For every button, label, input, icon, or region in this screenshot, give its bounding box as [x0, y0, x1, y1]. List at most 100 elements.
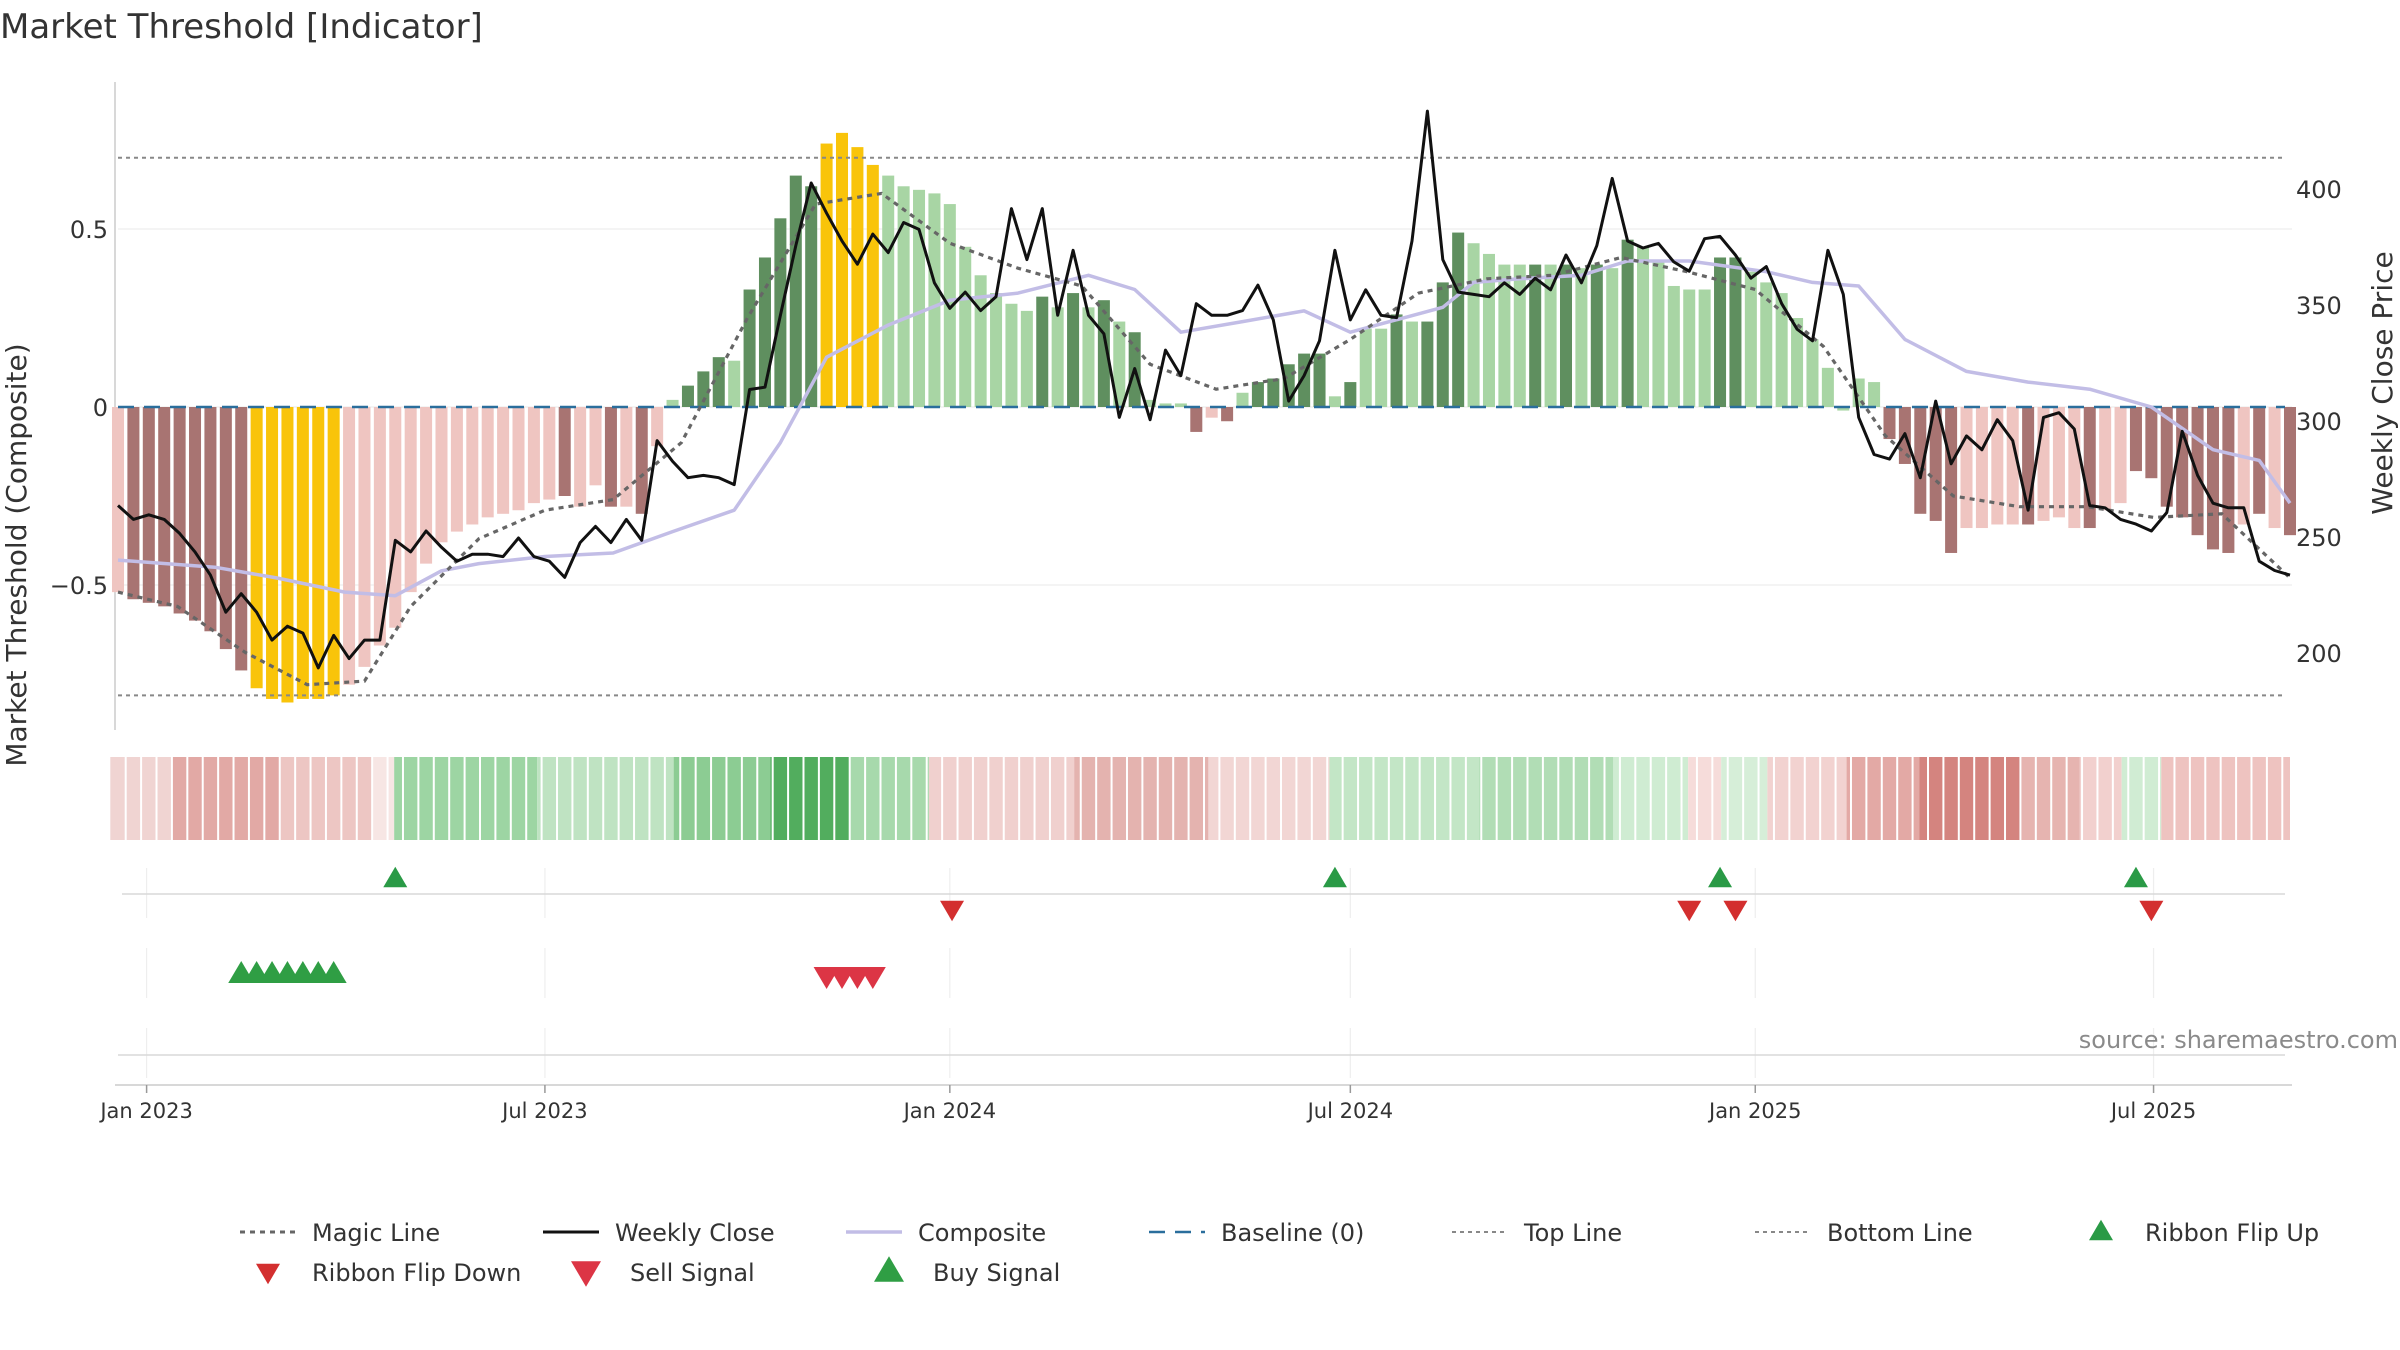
composite-bar — [1190, 407, 1203, 432]
composite-bar — [2114, 407, 2127, 504]
composite-bar — [697, 371, 710, 407]
y2-axis: 400 350 300 250 200 — [2296, 176, 2342, 668]
composite-bar — [1544, 264, 1557, 407]
ribbon-flip-up-marker — [1322, 866, 1347, 888]
composite-bar — [466, 407, 479, 525]
ribbon-segment — [928, 757, 1075, 840]
composite-bar — [1020, 310, 1033, 407]
composite-bar — [527, 407, 540, 504]
composite-bar — [235, 407, 248, 671]
composite-bar — [1251, 382, 1264, 407]
legend-label-top: Top Line — [1523, 1219, 1622, 1247]
legend-swatch-flip_up — [2089, 1219, 2113, 1241]
legend-swatch-flip_down — [256, 1263, 280, 1285]
composite-bar — [789, 175, 802, 407]
composite-bar — [420, 407, 433, 564]
ribbon-segment — [1688, 757, 1722, 840]
series-lines — [116, 109, 2292, 687]
composite-bar — [620, 407, 633, 507]
ribbon-flip-down-marker — [1723, 900, 1748, 922]
composite-bar — [1529, 264, 1542, 407]
composite-bar — [635, 407, 648, 514]
legend-label-buy: Buy Signal — [933, 1259, 1060, 1287]
legend-item-close: Weekly Close — [543, 1219, 775, 1247]
composite-bar — [2206, 407, 2219, 550]
composite-bar — [1929, 407, 1942, 521]
composite-bar — [435, 407, 448, 543]
composite-bar — [1452, 232, 1465, 407]
buy-signal-marker — [320, 960, 347, 984]
composite-bar — [2237, 407, 2250, 525]
composite-bar — [543, 407, 556, 500]
legend-item-bottom: Bottom Line — [1755, 1219, 1973, 1247]
composite-bar — [1405, 321, 1418, 407]
composite-bar — [1467, 243, 1480, 407]
composite-bar — [651, 407, 664, 447]
composite-bar — [296, 407, 309, 699]
y-tick-label: 0 — [93, 394, 108, 422]
grid — [114, 82, 2292, 1086]
ribbon-segment — [171, 757, 280, 840]
composite-bar — [250, 407, 263, 689]
ribbon-segment — [537, 757, 674, 840]
composite-bar — [2129, 407, 2142, 472]
composite-bar — [990, 293, 1003, 407]
threshold-lines — [118, 156, 2285, 697]
ribbon-strip — [110, 757, 2290, 840]
composite-bar — [1637, 246, 1650, 407]
composite-bar — [1067, 293, 1080, 407]
composite-bar — [1883, 407, 1896, 440]
ribbon-segment — [1846, 757, 1920, 840]
ribbon-flip-down-marker — [2139, 900, 2164, 922]
y2-tick-label: 200 — [2296, 640, 2342, 668]
composite-bar — [1868, 382, 1881, 407]
ribbon-segment — [394, 757, 538, 840]
composite-bar — [389, 407, 402, 628]
composite-bar — [574, 407, 587, 507]
composite-bar — [373, 407, 386, 646]
composite-bar — [1221, 407, 1234, 422]
y-axis-label: Market Threshold (Composite) — [0, 343, 33, 766]
composite-bar — [558, 407, 571, 496]
ribbon-flip-up-marker — [2123, 866, 2148, 888]
legend-item-composite: Composite — [846, 1219, 1046, 1247]
composite-bar — [866, 164, 879, 407]
ribbon-segment — [770, 757, 850, 840]
legend-item-top: Top Line — [1452, 1219, 1622, 1247]
composite-bar — [835, 132, 849, 407]
ribbon-segment — [1767, 757, 1847, 840]
legend: Magic Line Weekly Close Composite Baseline … — [240, 1219, 2319, 1287]
composite-bar — [1313, 353, 1326, 407]
composite-bar — [1991, 407, 2004, 525]
composite-bar — [1082, 307, 1095, 407]
composite-bars — [111, 132, 2297, 703]
composite-bar — [1837, 407, 1850, 411]
y2-tick-label: 300 — [2296, 408, 2342, 436]
signal-markers — [228, 960, 886, 990]
composite-bar — [1267, 378, 1280, 407]
composite-bar — [1775, 293, 1788, 407]
composite-bar — [2083, 407, 2096, 529]
composite-bar — [1005, 303, 1018, 407]
composite-bar — [1097, 300, 1110, 407]
composite-bar — [327, 407, 340, 696]
composite-bar — [1159, 403, 1172, 407]
composite-bar — [497, 407, 510, 514]
composite-bar — [1652, 261, 1665, 407]
composite-bar — [312, 407, 325, 699]
ribbon-segment — [1919, 757, 2021, 840]
y-axis: 0.5 0 −0.5 — [50, 216, 108, 600]
composite-bar — [1760, 282, 1773, 407]
composite-bar — [1205, 407, 1218, 418]
ribbon-segment — [673, 757, 771, 840]
composite-bar — [851, 147, 864, 407]
composite-bar — [2222, 407, 2235, 553]
ribbon-segment — [1721, 757, 1768, 840]
x-tick-label: Jan 2024 — [902, 1099, 997, 1123]
composite-bar — [2283, 407, 2297, 536]
composite-bar — [1051, 307, 1064, 407]
composite-bar — [1513, 264, 1526, 407]
composite-bar — [219, 407, 232, 650]
composite-bar — [1975, 407, 1988, 529]
composite-bar — [343, 407, 356, 685]
